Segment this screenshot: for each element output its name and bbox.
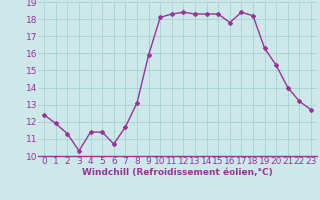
X-axis label: Windchill (Refroidissement éolien,°C): Windchill (Refroidissement éolien,°C) [82, 168, 273, 177]
